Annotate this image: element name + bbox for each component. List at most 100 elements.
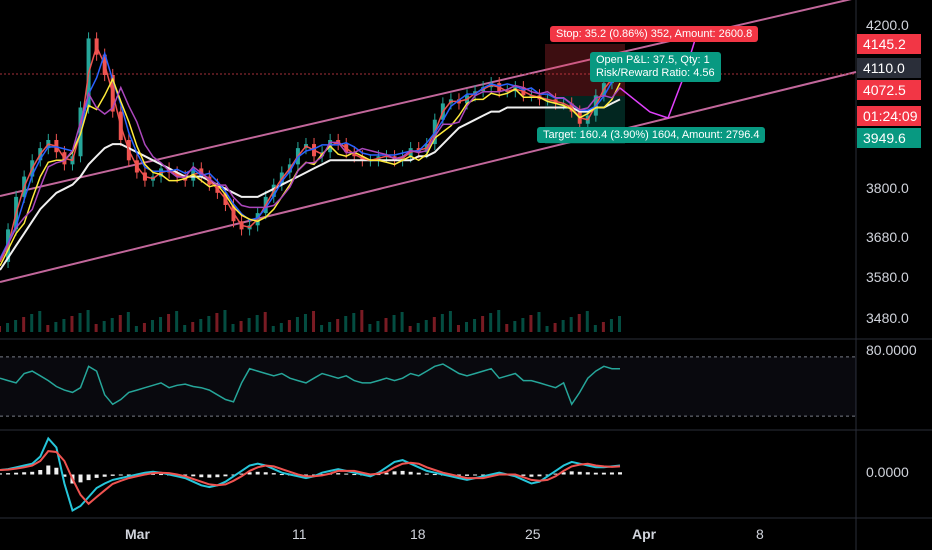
macd-histogram-bar	[231, 474, 236, 476]
macd-histogram-bar	[6, 473, 11, 475]
volume-bar	[167, 314, 171, 332]
volume-bar	[215, 313, 219, 332]
volume-bar	[344, 316, 348, 332]
price-tick-label: 3680.0	[866, 228, 909, 245]
macd-histogram-bar	[263, 472, 268, 475]
volume-bar	[497, 310, 501, 332]
ribbon-line	[0, 84, 621, 261]
macd-histogram-bar	[102, 474, 107, 477]
macd-histogram-bar	[191, 474, 196, 477]
macd-histogram-bar	[159, 474, 164, 476]
volume-bar	[175, 311, 179, 332]
open-pnl-text: Open P&L: 37.5, Qty: 1	[596, 54, 710, 66]
macd-tick-label: 0.0000	[866, 464, 909, 480]
macd-histogram-bar	[553, 473, 558, 475]
volume-bar	[352, 313, 356, 332]
macd-histogram-bar	[344, 473, 349, 475]
macd-histogram-bar	[352, 474, 357, 476]
volume-bar	[199, 319, 203, 332]
macd-histogram-bar	[199, 474, 204, 478]
volume-bar	[78, 313, 82, 332]
risk-reward-text: Risk/Reward Ratio: 4.56	[596, 67, 715, 79]
volume-bar	[279, 323, 283, 332]
volume-bar	[529, 315, 533, 332]
volume-bar	[191, 322, 195, 332]
volume-bar	[142, 323, 146, 332]
rsi-tick-label: 80.0000	[866, 342, 917, 358]
macd-histogram-bar	[239, 473, 244, 475]
volume-bar	[505, 324, 509, 332]
volume-bar	[86, 310, 90, 332]
macd-histogram-bar	[473, 474, 478, 476]
volume-bar	[62, 319, 66, 332]
stop-label: Stop: 35.2 (0.86%) 352, Amount: 2600.8	[550, 26, 759, 42]
channel-lower	[0, 71, 857, 283]
macd-histogram-bar	[215, 474, 220, 478]
ribbon-line	[0, 44, 621, 263]
volume-bar	[513, 321, 517, 332]
volume-bar	[545, 326, 549, 332]
macd-histogram-bar	[183, 474, 188, 476]
macd-histogram-bar	[545, 474, 550, 476]
volume-bar	[593, 325, 597, 332]
volume-bar	[14, 320, 18, 332]
volume-bar	[255, 315, 259, 332]
macd-histogram-bar	[465, 474, 470, 476]
volume-bar	[295, 317, 299, 332]
macd-histogram-bar	[537, 474, 542, 477]
macd-histogram-bar	[46, 465, 51, 475]
macd-histogram-bar	[78, 474, 83, 483]
volume-bar	[126, 312, 130, 332]
macd-histogram-bar	[30, 471, 35, 475]
volume-bar	[320, 325, 324, 332]
volume-bar	[22, 317, 26, 332]
volume-bar	[46, 325, 50, 332]
volume-bar	[102, 321, 106, 332]
volume-bar	[328, 322, 332, 332]
volume-bar	[70, 316, 74, 332]
macd-histogram-bar	[118, 474, 123, 476]
volume-bar	[392, 315, 396, 332]
macd-histogram-bar	[38, 470, 43, 475]
volume-bar	[609, 319, 613, 332]
time-tick-label: 11	[292, 526, 307, 542]
volume-bar	[473, 319, 477, 332]
volume-bar	[561, 320, 565, 332]
volume-bar	[440, 314, 444, 332]
macd-histogram-bar	[110, 474, 115, 476]
ribbon-line	[0, 51, 621, 259]
sma-line	[0, 98, 621, 271]
volume-bar	[134, 326, 138, 332]
macd-histogram-bar	[416, 472, 421, 475]
volume-bar	[247, 318, 251, 332]
volume-bar	[118, 315, 122, 332]
volume-bar	[207, 316, 211, 332]
macd-histogram-bar	[424, 473, 429, 475]
rsi-line	[0, 363, 620, 406]
volume-bar	[432, 317, 436, 332]
macd-histogram-bar	[223, 474, 228, 477]
volume-bar	[465, 322, 469, 332]
target-label: Target: 160.4 (3.90%) 1604, Amount: 2796…	[537, 127, 766, 143]
macd-histogram-bar	[303, 474, 308, 476]
volume-bar	[368, 324, 372, 332]
rsi-band	[0, 356, 856, 417]
volume-bar	[0, 326, 1, 332]
macd-histogram-bar	[400, 470, 405, 475]
volume-bar	[569, 317, 573, 332]
macd-histogram-bar	[247, 472, 252, 475]
macd-histogram-bar	[271, 473, 276, 475]
macd-histogram-bar	[561, 472, 566, 475]
volume-bar	[6, 323, 10, 332]
macd-histogram-bar	[255, 471, 260, 475]
macd-histogram-bar	[22, 472, 27, 475]
volume-bar	[231, 324, 235, 332]
volume-bar	[577, 314, 581, 332]
macd-histogram-bar	[609, 472, 614, 475]
price-tick-label: 3580.0	[866, 269, 909, 286]
volume-bar	[424, 320, 428, 332]
volume-bar	[408, 326, 412, 332]
time-tick-label: 18	[410, 526, 426, 542]
macd-histogram-bar	[86, 474, 91, 481]
